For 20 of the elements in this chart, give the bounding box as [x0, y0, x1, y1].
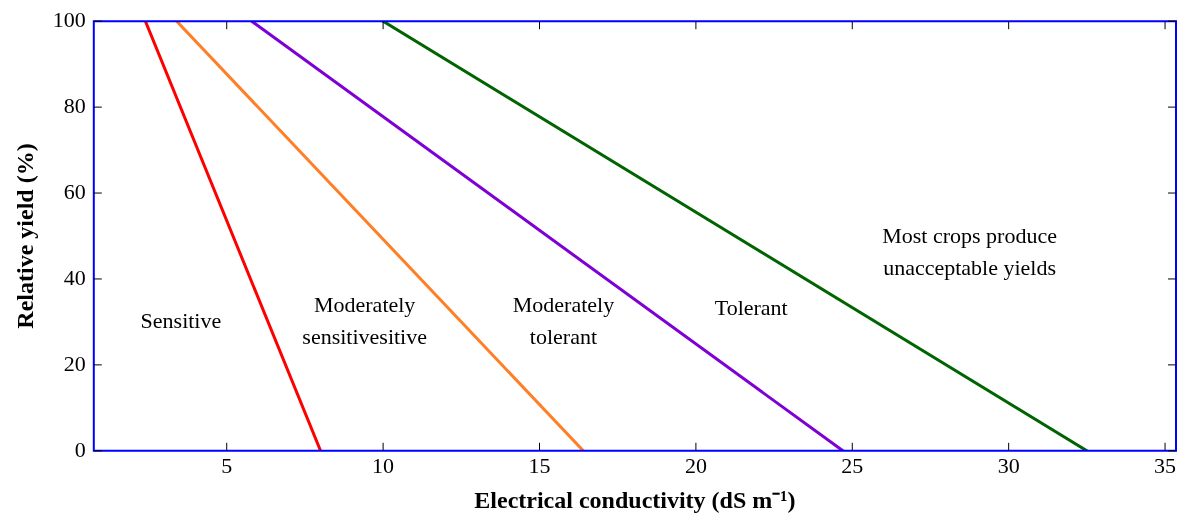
x-tick-label: 15: [528, 452, 551, 478]
x-tick-label: 20: [684, 452, 707, 478]
x-tick-label: 10: [372, 452, 395, 478]
y-tick-label: 80: [63, 92, 86, 118]
x-tick-label: 30: [997, 452, 1020, 478]
y-tick-label: 40: [63, 264, 86, 290]
x-axis-title: Electrical conductivity (dS m⁻¹): [474, 486, 796, 513]
y-tick-label: 60: [63, 178, 86, 204]
x-tick-label: 5: [221, 452, 233, 478]
y-axis-title: Relative yield (%): [11, 143, 38, 329]
annotation: Moderately tolerant: [512, 291, 615, 349]
x-tick-label: 25: [841, 452, 864, 478]
annotation: Moderately sensitivesitive: [302, 291, 427, 349]
annotation: Most crops produce unacceptable yields: [882, 222, 1057, 280]
y-tick-label: 100: [52, 6, 86, 32]
x-tick-label: 35: [1154, 452, 1177, 478]
annotation: Tolerant: [714, 294, 788, 320]
y-tick-label: 0: [74, 436, 86, 462]
y-tick-label: 20: [63, 350, 86, 376]
annotation: Sensitive: [140, 307, 222, 333]
